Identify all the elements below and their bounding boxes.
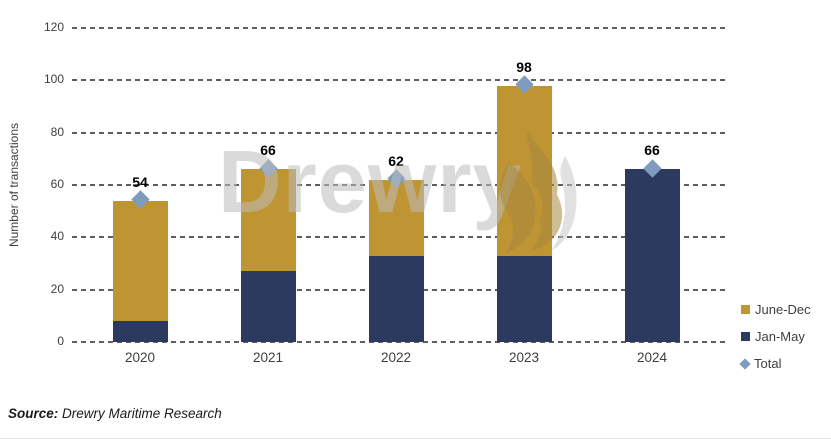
legend: June-Dec Jan-May Total <box>739 296 811 377</box>
source-text: Drewry Maritime Research <box>62 406 222 421</box>
bar-segment-june-dec-2020 <box>112 200 168 322</box>
legend-label: Jan-May <box>755 329 805 344</box>
total-value-label-2020: 54 <box>132 173 148 190</box>
gridline-120 <box>72 27 728 29</box>
bar-segment-june-dec-2023 <box>496 85 552 256</box>
bar-segment-jan-may-2020 <box>112 321 168 342</box>
source-label: Source: <box>8 406 59 421</box>
june-dec-swatch-icon <box>741 305 750 314</box>
y-axis-title: Number of transactions <box>7 122 21 248</box>
total-value-label-2023: 98 <box>516 58 532 75</box>
y-tick-label: 100 <box>43 72 64 87</box>
y-tick-label: 20 <box>50 281 64 296</box>
legend-item-total: Total <box>739 350 811 377</box>
total-diamond-icon <box>739 357 751 370</box>
gridline-80 <box>72 131 728 134</box>
x-tick-label-2021: 2021 <box>252 350 284 365</box>
bar-segment-jan-may-2021 <box>240 271 296 342</box>
gridline-100 <box>72 79 728 82</box>
total-value-label-2022: 62 <box>388 152 404 169</box>
bar-segment-june-dec-2022 <box>368 179 424 256</box>
legend-item-jan-may: Jan-May <box>741 323 811 350</box>
y-tick-label: 40 <box>50 229 64 244</box>
y-tick-label: 0 <box>57 334 64 348</box>
total-value-label-2024: 66 <box>644 142 660 159</box>
source-line: Source: Drewry Maritime Research <box>8 406 222 421</box>
y-tick-label: 80 <box>50 124 64 139</box>
y-tick-label: 120 <box>43 20 64 34</box>
x-tick-label-2020: 2020 <box>124 350 156 365</box>
legend-label: Total <box>754 356 782 371</box>
bar-segment-jan-may-2022 <box>368 255 424 342</box>
bar-segment-jan-may-2023 <box>496 255 552 342</box>
legend-label: June-Dec <box>755 302 811 317</box>
bar-segment-june-dec-2021 <box>240 169 296 272</box>
x-tick-label-2024: 2024 <box>636 350 668 365</box>
legend-item-june-dec: June-Dec <box>741 296 811 323</box>
jan-may-swatch-icon <box>741 332 750 341</box>
gridline-0 <box>72 341 728 343</box>
x-tick-label-2023: 2023 <box>508 350 540 365</box>
bar-segment-jan-may-2024 <box>624 169 680 342</box>
y-tick-label: 60 <box>50 177 64 191</box>
total-value-label-2021: 66 <box>260 142 276 159</box>
x-tick-label-2022: 2022 <box>380 350 412 365</box>
